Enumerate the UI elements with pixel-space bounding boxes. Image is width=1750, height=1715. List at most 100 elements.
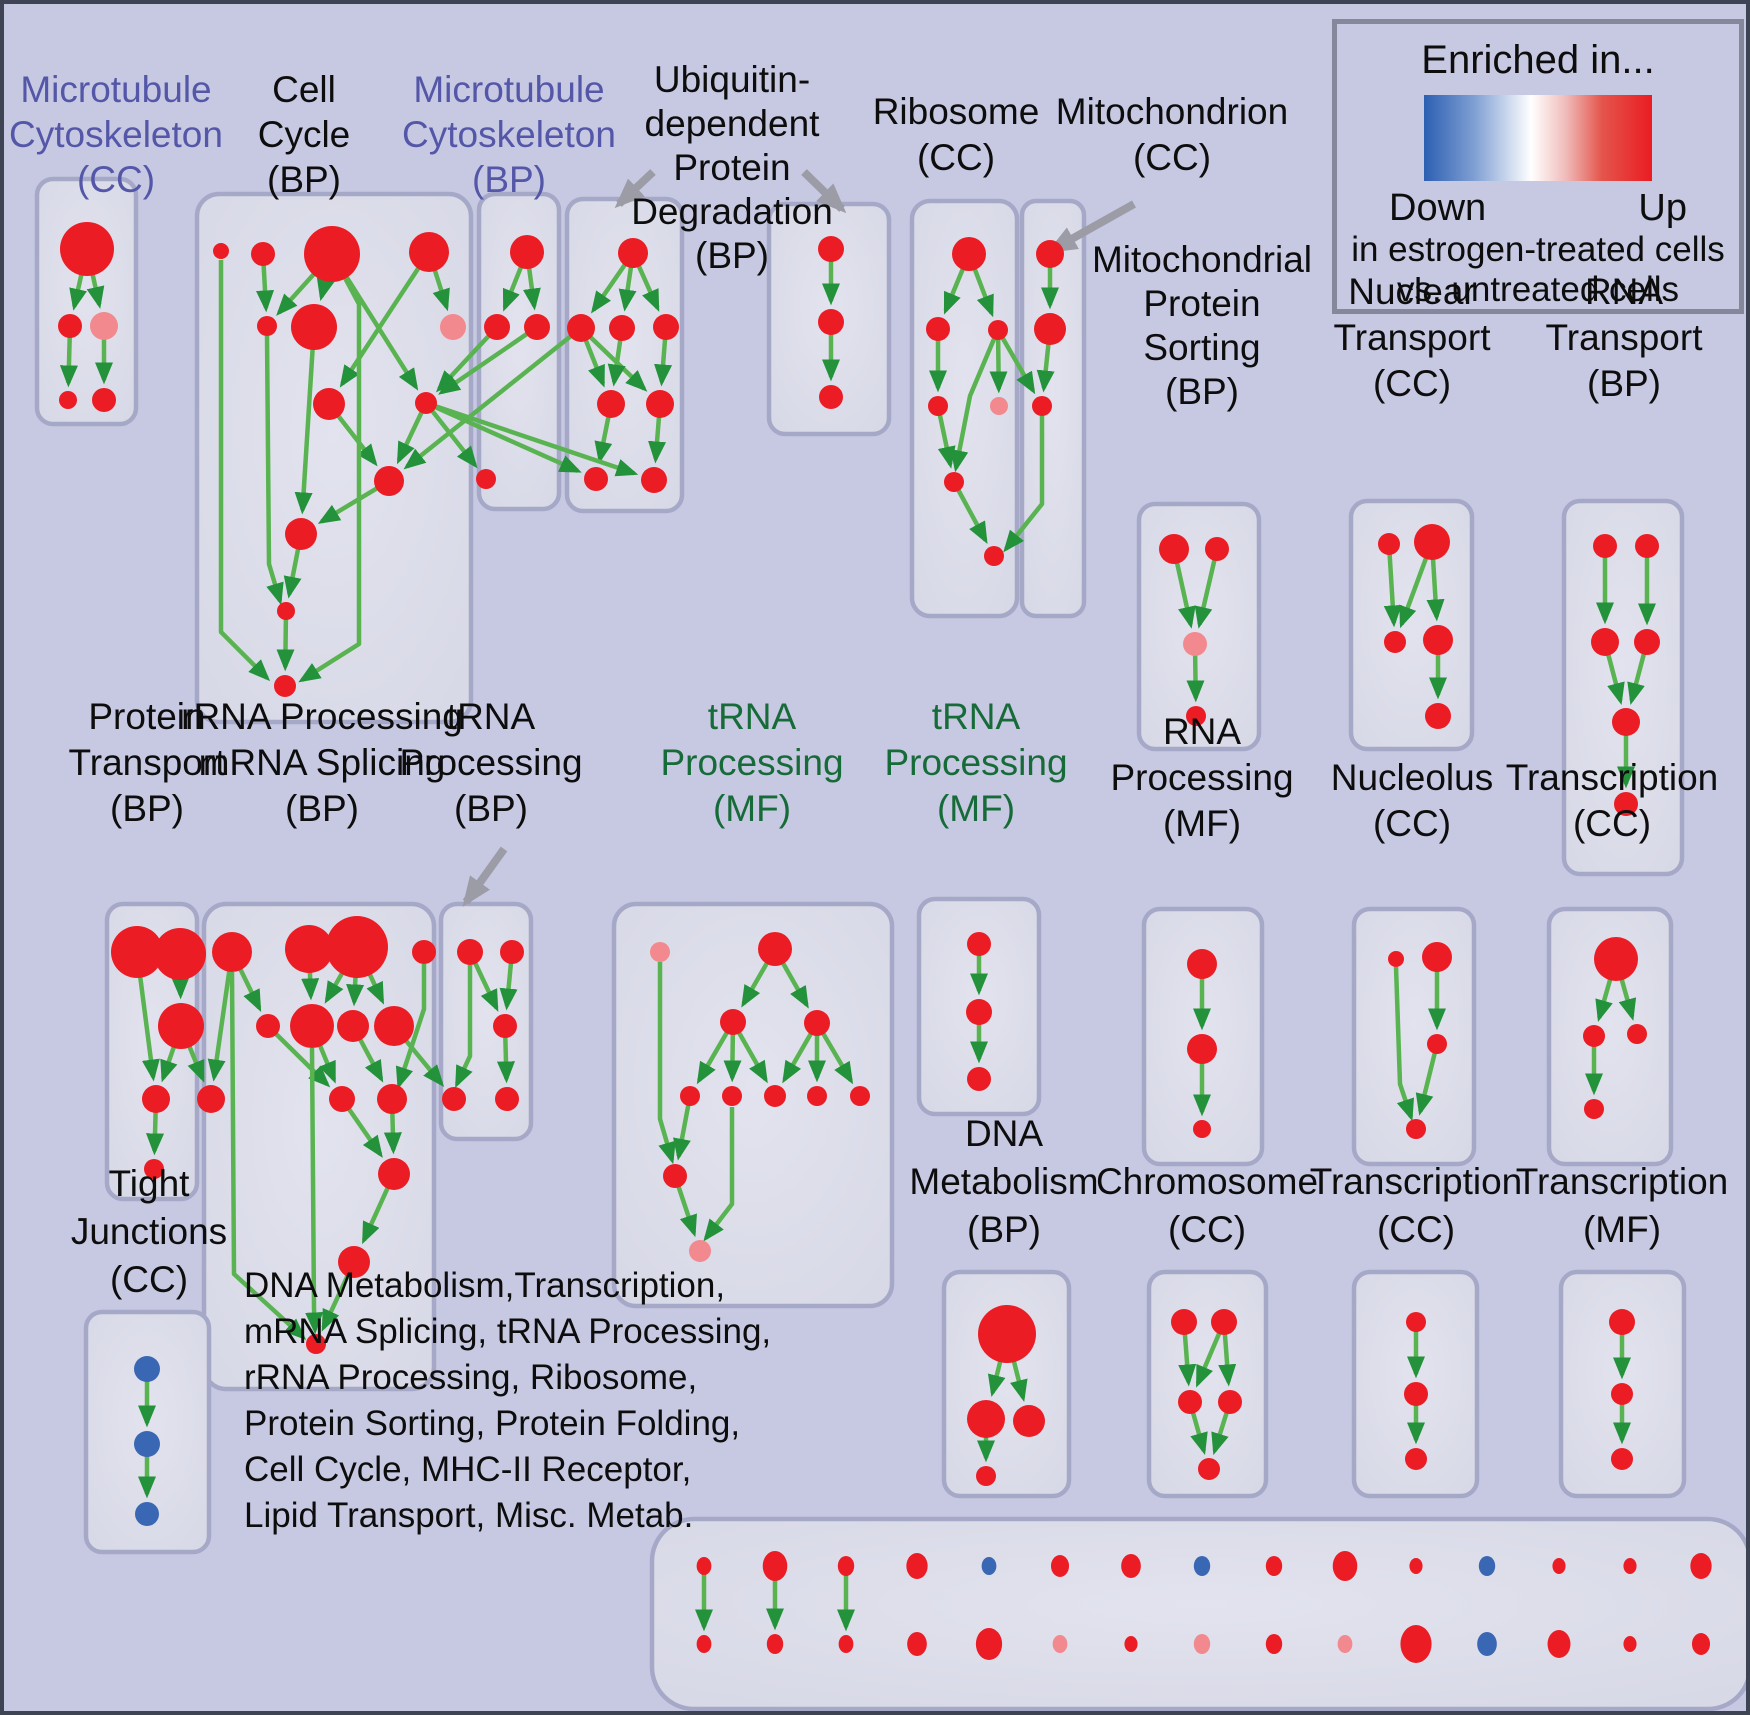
- label-dna-metabolism-bp-line2: Metabolism: [909, 1161, 1098, 1202]
- label-trna-processing-mf-1-line3: (MF): [713, 788, 791, 829]
- label-cell-cycle-bp-line2: Cycle: [258, 114, 351, 155]
- label-tight-junctions-cc-line2: Junctions: [71, 1211, 227, 1252]
- strip-node-bottom-5: [975, 1628, 1003, 1660]
- label-dna-metabolism-bp-line3: (BP): [967, 1209, 1041, 1250]
- strip-node-top-9: [1265, 1556, 1283, 1576]
- strip-node-bottom-6: [1052, 1635, 1068, 1653]
- node-transcription-cc-row3: [1405, 1448, 1427, 1470]
- label-rrna-processing-mrna-splicing-bp-line3: (BP): [285, 788, 359, 829]
- edge-rrna-processing-mrna-splicing-bp: [207, 951, 235, 1082]
- label-cell-cycle-bp-line3: (BP): [267, 159, 341, 200]
- node-rrna-processing-mrna-splicing-bp: [306, 1334, 326, 1354]
- node-transcription-cc-row2: [1627, 1024, 1647, 1044]
- label-transcription-cc-row2-line2: (CC): [1573, 803, 1651, 844]
- cluster-microtubule-cytoskeleton-cc-box: [34, 176, 139, 427]
- node-rna-transport-bp: [1612, 708, 1640, 736]
- legend-down-up-row: Down Up: [1337, 187, 1739, 230]
- node-protein-transport-bp: [142, 1085, 170, 1113]
- strip-node-bottom-2: [766, 1634, 784, 1654]
- node-chromosome-cc: [1211, 1309, 1237, 1335]
- label-mitochondrial-protein-sorting-bp-line1: Mitochondrial: [1092, 239, 1312, 280]
- label-chromosome-cc-line2: (CC): [1168, 1209, 1246, 1250]
- strip-node-bottom-3: [838, 1635, 854, 1653]
- strip-node-top-3: [837, 1556, 855, 1576]
- node-nucleolus-cc: [1422, 942, 1452, 972]
- node-trna-processing-mf-2: [967, 932, 991, 956]
- strip-node-bottom-11: [1400, 1625, 1432, 1663]
- legend-gradient-bar: [1424, 95, 1652, 181]
- strip-node-top-7: [1121, 1554, 1141, 1578]
- node-trna-processing-mf-1: [722, 1086, 742, 1106]
- merged-clusters-text-line6: Lipid Transport, Misc. Metab.: [244, 1496, 693, 1535]
- merged-clusters-text-line1: DNA Metabolism,Transcription,: [244, 1266, 725, 1305]
- cluster-nuclear-transport-cc-box: [1348, 498, 1475, 752]
- edge-bent-trna-processing-mf-1: [657, 962, 676, 1165]
- strip-node-bottom-12: [1477, 1632, 1497, 1656]
- node-protein-transport-bp: [144, 1159, 164, 1179]
- label-trna-processing-mf-1-line2: Processing: [660, 742, 843, 783]
- node-rrna-processing-mrna-splicing-bp: [197, 1085, 225, 1113]
- node-trna-processing-mf-1: [850, 1086, 870, 1106]
- node-nuclear-transport-cc: [1425, 703, 1451, 729]
- merged-clusters-text-line5: Cell Cycle, MHC-II Receptor,: [244, 1450, 691, 1489]
- strip-node-top-14: [1623, 1558, 1637, 1574]
- merged-clusters-text-line3: rRNA Processing, Ribosome,: [244, 1358, 697, 1397]
- node-ubiquitin-degradation-bp-b: [818, 309, 844, 335]
- edge-trna-processing-mf-1: [673, 1095, 693, 1161]
- strip-node-top-13: [1552, 1558, 1566, 1574]
- label-microtubule-cytoskeleton-cc-line3: (CC): [77, 159, 155, 200]
- node-protein-transport-bp: [111, 926, 163, 978]
- node-trna-processing-bp: [442, 1087, 466, 1111]
- node-ubiquitin-degradation-bp-a: [646, 390, 674, 418]
- node-rrna-processing-mrna-splicing-bp: [378, 1158, 410, 1190]
- node-ribosome-cc: [926, 317, 950, 341]
- label-trna-processing-bp-line1: tRNA: [447, 696, 536, 737]
- legend-down-label: Down: [1389, 187, 1487, 229]
- node-chromosome-cc: [1218, 1390, 1242, 1414]
- callout-arrow-icon: [1046, 200, 1136, 254]
- strip-node-bottom-1: [696, 1635, 712, 1653]
- strip-node-bottom-10: [1337, 1635, 1353, 1653]
- label-mitochondrial-protein-sorting-bp-line4: (BP): [1165, 371, 1239, 412]
- strip-node-bottom-13: [1547, 1630, 1571, 1658]
- edge-cross-cluster: [403, 326, 583, 470]
- node-trna-processing-mf-1: [807, 1086, 827, 1106]
- node-rrna-processing-mrna-splicing-bp: [338, 1246, 370, 1278]
- merged-clusters-text-line4: Protein Sorting, Protein Folding,: [244, 1404, 740, 1443]
- node-ubiquitin-degradation-bp-a: [584, 467, 608, 491]
- node-transcription-cc-row2: [1584, 1099, 1604, 1119]
- label-rna-processing-mf-line2: Processing: [1110, 757, 1293, 798]
- strip-node-top-4: [906, 1553, 928, 1579]
- node-transcription-cc-row2: [1594, 937, 1638, 981]
- callout-arrow-icon: [801, 169, 847, 214]
- label-trna-processing-bp-line2: Processing: [399, 742, 582, 783]
- node-ubiquitin-degradation-bp-a: [597, 390, 625, 418]
- node-rrna-processing-mrna-splicing-bp: [212, 932, 252, 972]
- label-nuclear-transport-cc-line3: (CC): [1373, 363, 1451, 404]
- node-dna-metabolism-bp: [978, 1305, 1036, 1363]
- node-microtubule-cytoskeleton-cc: [60, 222, 114, 276]
- label-ubiquitin-dependent-protein-degradation-bp-line4: Degradation: [631, 191, 833, 232]
- merged-clusters-text-line2: mRNA Splicing, tRNA Processing,: [244, 1312, 771, 1351]
- edge-bent-cell-cycle-bp: [218, 260, 271, 682]
- node-microtubule-cytoskeleton-cc: [59, 391, 77, 409]
- node-rrna-processing-mrna-splicing-bp: [412, 940, 436, 964]
- label-rna-processing-mf-line3: (MF): [1163, 803, 1241, 844]
- node-ribosome-cc: [944, 472, 964, 492]
- legend-subtitle-1: in estrogen-treated cells: [1351, 230, 1725, 269]
- label-nuclear-transport-cc-line2: Transport: [1334, 317, 1492, 358]
- node-cell-cycle-bp: [409, 232, 449, 272]
- node-rna-processing-mf: [1187, 949, 1217, 979]
- node-cell-cycle-bp: [304, 226, 360, 282]
- edge-cell-cycle-bp: [276, 610, 295, 672]
- node-trna-processing-mf-1: [663, 1164, 687, 1188]
- node-rrna-processing-mrna-splicing-bp: [329, 1086, 355, 1112]
- label-rna-transport-bp-line2: Transport: [1546, 317, 1704, 358]
- node-cell-cycle-bp: [415, 392, 437, 414]
- node-trna-processing-bp: [495, 1087, 519, 1111]
- node-rna-processing-mf: [1193, 1120, 1211, 1138]
- layer-nodes: [58, 222, 1712, 1663]
- node-tight-junctions-cc: [135, 1502, 159, 1526]
- label-dna-metabolism-bp-line1: DNA: [965, 1113, 1043, 1154]
- node-transcription-cc-row2: [1583, 1025, 1605, 1047]
